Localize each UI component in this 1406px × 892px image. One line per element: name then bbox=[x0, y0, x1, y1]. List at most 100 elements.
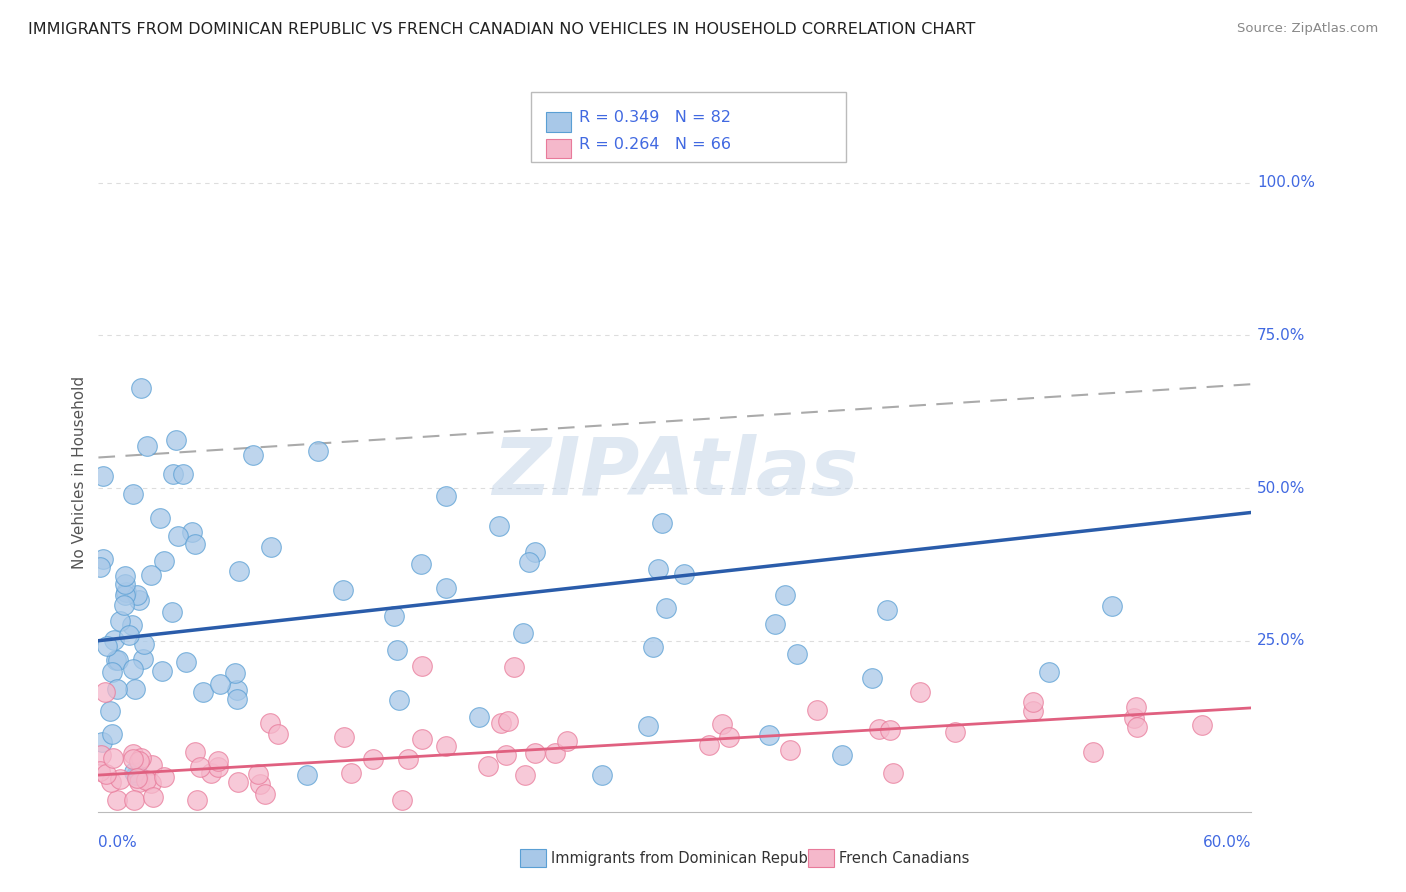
Text: 75.0%: 75.0% bbox=[1257, 328, 1306, 343]
Point bbox=[779, 743, 801, 757]
Point bbox=[672, 567, 695, 582]
Point bbox=[498, 714, 520, 729]
Point bbox=[91, 468, 114, 483]
Point bbox=[860, 671, 883, 685]
Point bbox=[108, 614, 131, 628]
Point bbox=[434, 581, 457, 595]
Point bbox=[167, 529, 190, 543]
Point bbox=[184, 745, 207, 759]
Point bbox=[228, 565, 250, 579]
Point bbox=[434, 739, 457, 753]
Point bbox=[91, 735, 114, 749]
Point bbox=[139, 776, 162, 790]
Point bbox=[193, 684, 215, 698]
Point bbox=[141, 567, 163, 582]
Point bbox=[786, 647, 808, 661]
Point bbox=[224, 665, 246, 680]
Point bbox=[699, 738, 721, 752]
Point bbox=[651, 516, 673, 531]
Point bbox=[868, 722, 890, 736]
Text: R = 0.264   N = 66: R = 0.264 N = 66 bbox=[579, 136, 731, 152]
Point bbox=[1022, 695, 1045, 709]
Text: 25.0%: 25.0% bbox=[1257, 633, 1306, 648]
Point bbox=[101, 750, 124, 764]
Point bbox=[1125, 720, 1147, 734]
Text: ZIPAtlas: ZIPAtlas bbox=[492, 434, 858, 512]
Point bbox=[544, 746, 567, 760]
Point bbox=[523, 746, 546, 760]
Point bbox=[391, 792, 413, 806]
Point bbox=[260, 540, 283, 554]
Point bbox=[943, 724, 966, 739]
Point bbox=[89, 764, 111, 778]
Point bbox=[773, 588, 796, 602]
Point bbox=[153, 770, 176, 784]
Point bbox=[297, 768, 319, 782]
Point bbox=[247, 767, 270, 781]
Point bbox=[127, 588, 149, 602]
Point bbox=[637, 719, 659, 733]
Point bbox=[1123, 711, 1146, 725]
Point bbox=[1038, 665, 1060, 679]
Point bbox=[1101, 599, 1123, 613]
Point bbox=[134, 637, 156, 651]
Y-axis label: No Vehicles in Household: No Vehicles in Household bbox=[72, 376, 87, 569]
Point bbox=[332, 583, 354, 598]
Point bbox=[226, 774, 249, 789]
Point bbox=[174, 655, 197, 669]
Point bbox=[129, 380, 152, 394]
Point bbox=[388, 693, 411, 707]
Point bbox=[89, 560, 111, 574]
Point bbox=[882, 765, 904, 780]
Point bbox=[153, 554, 176, 568]
Point bbox=[717, 731, 740, 745]
Point bbox=[149, 510, 172, 524]
Point bbox=[242, 449, 264, 463]
Point bbox=[468, 710, 491, 724]
Point bbox=[806, 703, 828, 717]
Point bbox=[382, 609, 405, 624]
Point bbox=[114, 588, 136, 602]
Point bbox=[127, 768, 149, 782]
Point bbox=[643, 640, 665, 654]
Point bbox=[711, 717, 734, 731]
Point bbox=[96, 767, 118, 781]
Point bbox=[115, 585, 138, 599]
Point bbox=[517, 555, 540, 569]
Point bbox=[96, 639, 118, 653]
Point bbox=[121, 618, 143, 632]
Point bbox=[128, 592, 150, 607]
Point bbox=[503, 660, 526, 674]
Point bbox=[307, 444, 329, 458]
Point bbox=[160, 606, 183, 620]
Point bbox=[1022, 704, 1045, 718]
Text: Immigrants from Dominican Republic: Immigrants from Dominican Republic bbox=[551, 851, 824, 865]
Point bbox=[101, 665, 124, 680]
Point bbox=[654, 600, 676, 615]
Point bbox=[411, 731, 433, 746]
Point bbox=[122, 661, 145, 675]
Point bbox=[491, 716, 513, 731]
Point bbox=[647, 562, 669, 576]
Point bbox=[259, 715, 281, 730]
Point bbox=[100, 727, 122, 741]
Text: 100.0%: 100.0% bbox=[1257, 175, 1315, 190]
Point bbox=[225, 692, 247, 706]
Text: 60.0%: 60.0% bbox=[1204, 836, 1251, 850]
Point bbox=[118, 628, 141, 642]
Text: Source: ZipAtlas.com: Source: ZipAtlas.com bbox=[1237, 22, 1378, 36]
Point bbox=[105, 653, 128, 667]
Point bbox=[127, 772, 149, 786]
Point bbox=[249, 777, 271, 791]
Point bbox=[132, 652, 155, 666]
Point bbox=[591, 768, 613, 782]
Point bbox=[181, 524, 204, 539]
Point bbox=[98, 704, 121, 718]
Point bbox=[876, 602, 898, 616]
Point bbox=[488, 519, 510, 533]
Point bbox=[128, 774, 150, 789]
Point bbox=[512, 626, 534, 640]
Point bbox=[411, 659, 433, 673]
Point bbox=[524, 545, 547, 559]
Point bbox=[105, 681, 128, 696]
